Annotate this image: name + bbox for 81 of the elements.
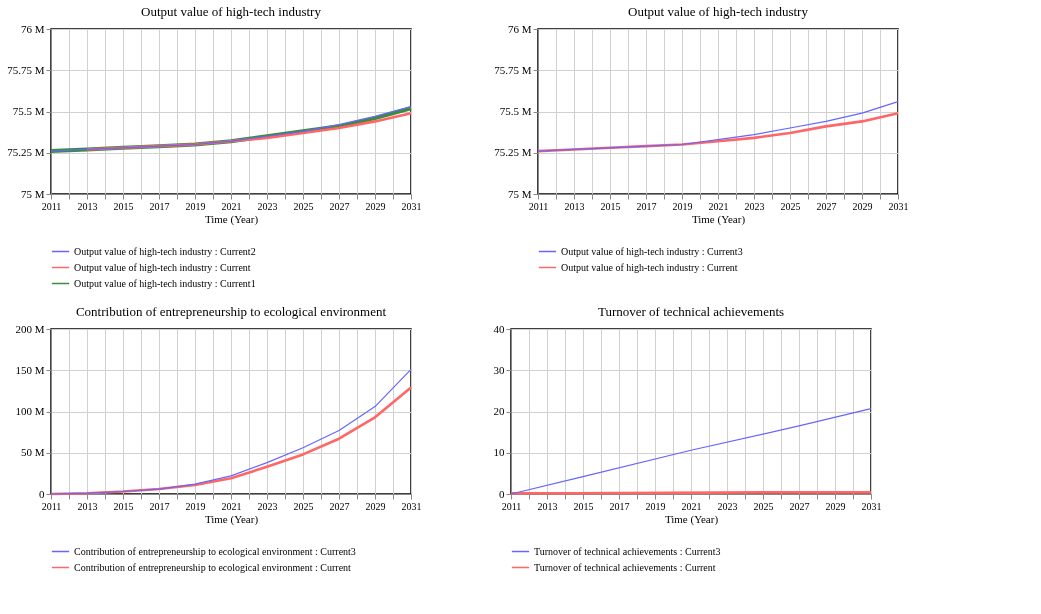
y-tick-label: 75 M bbox=[507, 187, 532, 200]
x-tick-label: 2023 bbox=[744, 200, 765, 212]
y-tick-label: 30 bbox=[493, 363, 505, 376]
x-tick-label: 2031 bbox=[888, 200, 909, 212]
chart-title: Output value of high-tech industry bbox=[628, 4, 809, 19]
x-tick-label: 2021 bbox=[221, 500, 242, 512]
x-axis-title: Time (Year) bbox=[204, 512, 259, 526]
x-tick-label: 2021 bbox=[708, 200, 729, 212]
x-tick-label: 2027 bbox=[329, 500, 350, 512]
y-tick-label: 0 bbox=[499, 487, 505, 500]
x-tick-label: 2025 bbox=[753, 500, 774, 512]
y-tick-label: 75.75 M bbox=[7, 63, 45, 76]
x-tick-label: 2019 bbox=[672, 200, 693, 212]
x-tick-label: 2023 bbox=[717, 500, 738, 512]
x-tick-label: 2023 bbox=[257, 500, 278, 512]
y-tick-label: 20 bbox=[493, 405, 505, 417]
legend-label: Output value of high-tech industry : Current bbox=[74, 261, 251, 273]
y-tick-label: 10 bbox=[493, 446, 505, 459]
legend-label: Contribution of entrepreneurship to ecological environment : Current bbox=[74, 561, 352, 573]
y-tick-label: 75 M bbox=[20, 187, 45, 200]
x-tick-label: 2019 bbox=[645, 500, 666, 512]
x-tick-label: 2029 bbox=[852, 200, 873, 212]
x-tick-label: 2025 bbox=[780, 200, 801, 212]
legend-label: Turnover of technical achievements : Current bbox=[534, 561, 716, 573]
x-tick-label: 2031 bbox=[401, 500, 422, 512]
x-tick-label: 2013 bbox=[564, 200, 585, 212]
x-tick-label: 2021 bbox=[221, 200, 242, 212]
legend-label: Output value of high-tech industry : Current bbox=[561, 261, 738, 273]
y-tick-label: 40 bbox=[493, 322, 505, 335]
x-tick-label: 2011 bbox=[41, 200, 62, 212]
x-axis-title: Time (Year) bbox=[691, 212, 746, 226]
y-tick-label: 75.5 M bbox=[499, 105, 532, 117]
x-tick-label: 2027 bbox=[816, 200, 837, 212]
x-tick-label: 2013 bbox=[77, 200, 98, 212]
x-tick-label: 2027 bbox=[789, 500, 810, 512]
y-tick-label: 200 M bbox=[15, 322, 45, 335]
x-tick-label: 2011 bbox=[528, 200, 549, 212]
legend-label: Output value of high-tech industry : Current2 bbox=[74, 245, 256, 257]
x-axis-title: Time (Year) bbox=[664, 512, 719, 526]
x-tick-label: 2015 bbox=[600, 200, 621, 212]
x-tick-label: 2017 bbox=[149, 500, 170, 512]
y-tick-label: 100 M bbox=[15, 405, 45, 417]
legend-label: Turnover of technical achievements : Current3 bbox=[534, 545, 721, 557]
x-tick-label: 2021 bbox=[681, 500, 702, 512]
x-tick-label: 2027 bbox=[329, 200, 350, 212]
x-tick-label: 2023 bbox=[257, 200, 278, 212]
x-tick-label: 2011 bbox=[501, 500, 522, 512]
y-tick-label: 150 M bbox=[15, 363, 45, 376]
x-tick-label: 2013 bbox=[77, 500, 98, 512]
x-tick-label: 2017 bbox=[636, 200, 657, 212]
x-tick-label: 2031 bbox=[861, 500, 882, 512]
x-tick-label: 2019 bbox=[185, 500, 206, 512]
x-tick-label: 2029 bbox=[365, 200, 386, 212]
x-tick-label: 2011 bbox=[41, 500, 62, 512]
x-tick-label: 2025 bbox=[293, 500, 314, 512]
x-tick-label: 2015 bbox=[573, 500, 594, 512]
x-tick-label: 2029 bbox=[365, 500, 386, 512]
legend-label: Contribution of entrepreneurship to ecological environment : Current3 bbox=[74, 545, 356, 557]
x-tick-label: 2015 bbox=[113, 200, 134, 212]
y-tick-label: 76 M bbox=[507, 22, 532, 35]
legend-label: Output value of high-tech industry : Current1 bbox=[74, 277, 256, 289]
x-tick-label: 2029 bbox=[825, 500, 846, 512]
legend-label: Output value of high-tech industry : Current3 bbox=[561, 245, 743, 257]
y-tick-label: 0 bbox=[39, 487, 45, 500]
x-tick-label: 2015 bbox=[113, 500, 134, 512]
chart-title: Output value of high-tech industry bbox=[141, 4, 322, 19]
y-tick-label: 75.25 M bbox=[494, 146, 532, 159]
x-tick-label: 2019 bbox=[185, 200, 206, 212]
y-tick-label: 75.5 M bbox=[12, 105, 45, 117]
x-axis-title: Time (Year) bbox=[204, 212, 259, 226]
x-tick-label: 2017 bbox=[609, 500, 630, 512]
y-tick-label: 75.25 M bbox=[7, 146, 45, 159]
y-tick-label: 76 M bbox=[20, 22, 45, 35]
y-tick-label: 50 M bbox=[20, 446, 45, 459]
chart-title: Contribution of entrepreneurship to ecological environment bbox=[75, 304, 387, 319]
y-tick-label: 75.75 M bbox=[494, 63, 532, 76]
chart-title: Turnover of technical achievements bbox=[597, 304, 785, 319]
x-tick-label: 2013 bbox=[537, 500, 558, 512]
x-tick-label: 2031 bbox=[401, 200, 422, 212]
x-tick-label: 2017 bbox=[149, 200, 170, 212]
x-tick-label: 2025 bbox=[293, 200, 314, 212]
